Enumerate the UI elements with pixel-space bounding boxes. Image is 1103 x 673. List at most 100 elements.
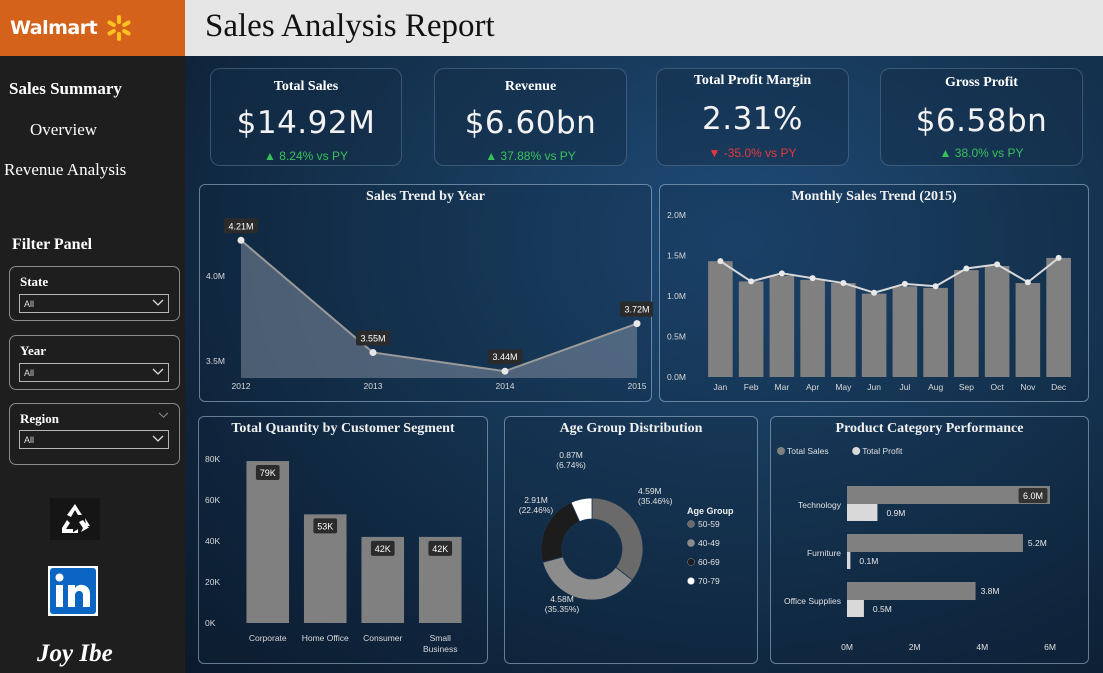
bar-total-profit [847,504,878,521]
bar [800,279,825,377]
kpi-title: Gross Profit [945,75,1018,90]
kpi-value: $6.60bn [464,105,597,141]
x-tick-label: 2M [909,642,921,652]
data-label-bg [355,330,391,346]
area-fill [241,240,637,378]
kpi-value: $6.58bn [915,103,1048,139]
x-tick-label: Aug [928,382,943,392]
kpi-delta-text: 8.24% vs PY [279,149,348,163]
data-label: 3.72M [624,305,649,315]
data-point [369,349,377,356]
bar [892,286,918,377]
kpi-total-profit-margin[interactable]: Total Profit Margin 2.31% ▼ -35.0% vs PY [656,68,849,166]
data-label: 6.0M [1023,491,1043,501]
line-point [717,258,724,265]
kpi-revenue[interactable]: Revenue $6.60bn ▲ 37.88% vs PY [434,68,627,166]
bar-total-profit [847,600,864,617]
chevron-down-icon [152,435,164,442]
y-tick-label: Technology [798,500,842,510]
legend-label: 60-69 [698,557,720,567]
chart-title: Product Category Performance [835,421,1024,436]
line-point [748,278,755,285]
data-label: 4.21M [228,221,253,231]
kpi-delta-text: 37.88% vs PY [500,149,576,163]
region-dropdown[interactable]: All [19,430,169,449]
x-tick-label: Nov [1020,382,1036,392]
line-point [963,265,970,272]
kpi-delta: ▲ 37.88% vs PY [435,149,626,163]
bar-total-sales [847,582,976,600]
nav-sales-summary[interactable]: Sales Summary [9,79,122,98]
page-title: Sales Analysis Report [205,8,495,44]
state-dropdown-value: All [24,299,35,309]
age-distribution-chart: 4.59M(35.46%) 4.58M(35.35%) 2.91M(22.46%) 0… [519,450,734,614]
bar [831,283,856,377]
legend-label: 50-59 [698,519,720,529]
data-label: 5.2M [1028,538,1047,548]
data-point [633,320,641,328]
slice-pct-label: (35.46%) [638,496,673,506]
up-arrow-icon: ▲ [485,149,498,163]
year-dropdown[interactable]: All [19,363,169,382]
author-name: Joy Ibe [37,640,113,667]
y-tick-label: 80K [205,454,220,464]
category-performance-panel[interactable]: Product Category Performance Total Sales… [770,416,1089,664]
legend-title: Age Group [687,506,734,516]
x-tick-label: Home Office [302,633,349,643]
slice-pct-label: (22.46%) [519,505,554,515]
y-tick-label: 40K [205,536,220,546]
recycle-icon[interactable] [50,498,100,545]
x-tick-label: 2013 [364,381,383,391]
year-filter-label: Year [20,343,46,358]
sales-trend-panel[interactable]: Sales Trend by Year 3.5M 4.0M 4.21M 2012 3.5… [199,184,653,402]
data-label-bg [223,218,259,234]
line-point [1024,279,1031,286]
bar [954,270,979,377]
y-tick-label: Office Supplies [784,596,841,606]
chart-title: Monthly Sales Trend (2015) [791,189,957,204]
line-point [840,280,847,287]
nav-overview[interactable]: Overview [30,120,98,139]
line-point [871,289,878,296]
data-point [501,367,509,375]
kpi-value: $14.92M [236,105,376,141]
trend-line [719,257,1060,294]
state-filter: State All [9,266,180,321]
walmart-spark-icon [107,15,131,41]
x-tick-label: Jun [867,382,881,392]
region-collapse-chevron-icon[interactable] [158,412,169,419]
monthly-trend-panel[interactable]: Monthly Sales Trend (2015) 0.0M 0.5M 1.0M 1… [659,184,1089,402]
x-tick-label: 4M [976,642,988,652]
data-label-bg [370,540,395,556]
region-dropdown-value: All [24,435,35,445]
bar [1046,257,1071,377]
walmart-logo[interactable]: Walmart [0,0,185,56]
segment-quantity-panel[interactable]: Total Quantity by Customer Segment 0K 20K… [198,416,488,664]
x-tick-label: Business [423,644,458,654]
bar-total-sales [847,486,1050,504]
x-tick-label: Consumer [363,633,402,643]
state-dropdown[interactable]: All [19,294,169,313]
region-filter: Region All [9,403,180,465]
slice-value-label: 4.58M [550,594,574,604]
x-tick-label: Sep [959,382,974,392]
data-label: 42K [432,544,448,554]
age-distribution-panel[interactable]: Age Group Distribution 4.59M (35.46%) 4.58… [504,416,758,664]
kpi-value: 2.31% [702,101,803,137]
legend-label: 70-79 [698,576,720,586]
kpi-delta: ▲ 38.0% vs PY [881,146,1082,160]
kpi-delta: ▼ -35.0% vs PY [657,146,848,160]
monthly-trend-chart: 0.0M 0.5M 1.0M 1.5M 2.0M Jan Feb Mar Apr May Jun Ju… [667,210,1071,392]
legend-swatch [687,520,695,528]
chart-title: Total Quantity by Customer Segment [231,421,455,436]
data-label-bg [428,540,453,556]
x-tick-label: 2014 [496,381,515,391]
y-tick-label: 4.0M [206,271,225,281]
nav-revenue-analysis[interactable]: Revenue Analysis [4,160,127,179]
data-label: 3.8M [981,586,1000,596]
kpi-total-sales[interactable]: Total Sales $14.92M ▲ 8.24% vs PY [210,68,402,166]
bar [923,287,948,377]
kpi-gross-profit[interactable]: Gross Profit $6.58bn ▲ 38.0% vs PY [880,68,1083,166]
slice-value-label: 4.59M [638,486,662,496]
linkedin-icon[interactable] [48,566,98,621]
